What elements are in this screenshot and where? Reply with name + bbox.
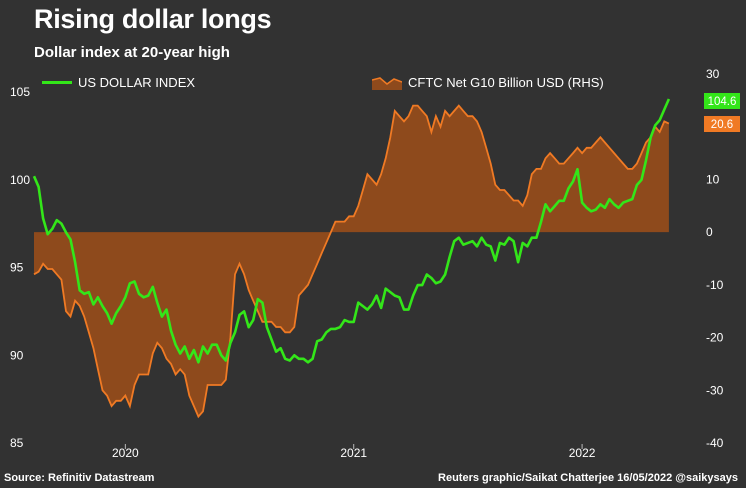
dxy-end-value-badge xyxy=(704,93,740,109)
right-axis-tick-label: -20 xyxy=(706,331,724,345)
x-axis-tick-label: 2020 xyxy=(112,446,139,460)
cftc-area xyxy=(34,105,669,417)
dxy-line xyxy=(32,98,671,364)
cftc-end-value-badge xyxy=(704,116,740,132)
right-axis-tick-label: 10 xyxy=(706,172,720,186)
right-axis-tick-label: 30 xyxy=(706,67,720,81)
credit-note: Reuters graphic/Saikat Chatterjee 16/05/… xyxy=(438,472,738,484)
left-axis-tick-label: 100 xyxy=(10,173,30,187)
legend-cftc-swatch xyxy=(372,76,402,90)
source-note: Source: Refinitiv Datastream xyxy=(4,472,155,484)
right-axis-tick-label: 0 xyxy=(706,225,713,239)
left-axis-tick-label: 105 xyxy=(10,85,30,99)
x-axis-tick-label: 2021 xyxy=(340,446,367,460)
legend-cftc-label: CFTC Net G10 Billion USD (RHS) xyxy=(408,75,604,90)
right-axis-tick-label: -40 xyxy=(706,436,724,450)
legend-dxy-swatch xyxy=(42,81,72,84)
dxy-end-value-badge-label: 104.6 xyxy=(708,96,737,108)
chart-title: Rising dollar longs xyxy=(34,4,272,34)
legend-cftc: CFTC Net G10 Billion USD (RHS) xyxy=(372,75,604,90)
legend-dxy-label: US DOLLAR INDEX xyxy=(78,75,196,90)
left-axis-tick-label: 90 xyxy=(10,348,24,362)
left-axis-tick-label: 85 xyxy=(10,436,24,450)
chart-subtitle: Dollar index at 20-year high xyxy=(34,44,230,61)
cftc-end-value-badge-label: 20.6 xyxy=(711,119,733,131)
x-axis-tick-label: 2022 xyxy=(569,446,596,460)
cftc-line xyxy=(33,104,670,419)
legend-dxy: US DOLLAR INDEX xyxy=(42,75,195,90)
right-axis-tick-label: -10 xyxy=(706,278,724,292)
right-axis-tick-label: -30 xyxy=(706,383,724,397)
left-axis-tick-label: 95 xyxy=(10,261,24,275)
